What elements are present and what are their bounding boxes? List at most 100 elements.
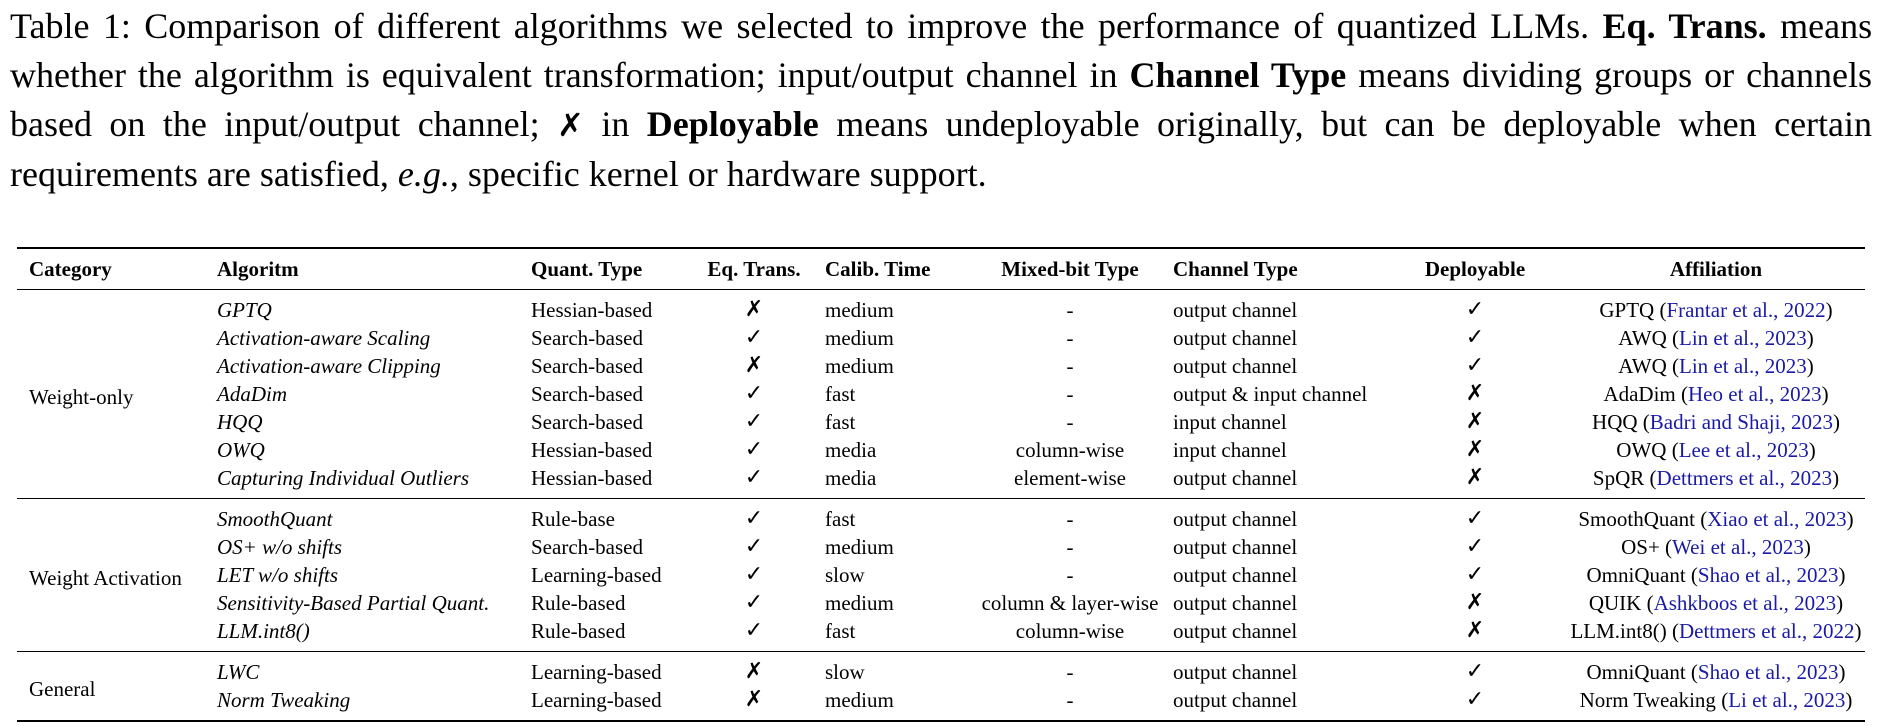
table-row: OWQ Hessian-based ✓ media column-wise input c… xyxy=(17,436,1865,464)
cell-algorithm: Activation-aware Clipping xyxy=(217,354,441,378)
cell-deployable: ✗ xyxy=(1465,590,1485,615)
cell-mixed-bit-type: - xyxy=(1066,326,1074,350)
paren-close: ) xyxy=(1821,382,1829,406)
cell-algorithm: Capturing Individual Outliers xyxy=(217,466,469,490)
affiliation-name: AdaDim xyxy=(1603,382,1676,406)
paren-open: ( xyxy=(1685,563,1698,587)
cell-quant-type: Rule-based xyxy=(531,591,626,615)
cell-category: Weight Activation xyxy=(29,566,182,590)
paren-close: ) xyxy=(1806,354,1814,378)
header-mixed-bit-type: Mixed-bit Type xyxy=(1001,257,1139,281)
cell-algorithm: LLM.int8() xyxy=(217,619,310,643)
cell-quant-type: Rule-based xyxy=(531,619,626,643)
cell-calib-time: media xyxy=(825,438,877,462)
cell-affiliation: OWQ (Lee et al., 2023) xyxy=(1555,436,1865,464)
citation-link[interactable]: Frantar et al., 2022 xyxy=(1666,298,1826,322)
cell-mixed-bit-type: - xyxy=(1066,535,1074,559)
cell-eq-trans: ✗ xyxy=(744,297,764,322)
affiliation-name: HQQ xyxy=(1592,410,1638,434)
cell-calib-time: fast xyxy=(825,382,856,406)
cell-algorithm: GPTQ xyxy=(217,298,272,322)
cell-eq-trans: ✓ xyxy=(744,465,764,490)
cell-algorithm: OWQ xyxy=(217,438,265,462)
citation-link[interactable]: Heo et al., 2023 xyxy=(1688,382,1822,406)
cell-mixed-bit-type: - xyxy=(1066,298,1074,322)
cell-affiliation: GPTQ (Frantar et al., 2022) xyxy=(1555,290,1865,325)
paren-close: ) xyxy=(1838,660,1846,684)
table-row: LET w/o shifts Learning-based ✓ slow - output… xyxy=(17,561,1865,589)
citation-link[interactable]: Lin et al., 2023 xyxy=(1679,326,1807,350)
citation-link[interactable]: Xiao et al., 2023 xyxy=(1707,507,1847,531)
paren-open: ( xyxy=(1637,410,1650,434)
cell-channel-type: output channel xyxy=(1173,619,1298,643)
paren-close: ) xyxy=(1825,298,1833,322)
cell-affiliation: QUIK (Ashkboos et al., 2023) xyxy=(1555,589,1865,617)
citation-link[interactable]: Lee et al., 2023 xyxy=(1678,438,1809,462)
cell-calib-time: medium xyxy=(825,591,894,615)
cell-affiliation: HQQ (Badri and Shaji, 2023) xyxy=(1555,408,1865,436)
caption-text: Comparison of different algorithms we se… xyxy=(144,6,1590,46)
table-row: General LWC Learning-based ✗ slow - output cha… xyxy=(17,652,1865,701)
cell-mixed-bit-type: - xyxy=(1066,410,1074,434)
paren-close: ) xyxy=(1803,535,1811,559)
cell-deployable: ✗ xyxy=(1465,618,1485,643)
citation-link[interactable]: Ashkboos et al., 2023 xyxy=(1653,591,1837,615)
cell-quant-type: Learning-based xyxy=(531,688,662,712)
cell-algorithm: LET w/o shifts xyxy=(217,563,338,587)
caption-term-deployable: Deployable xyxy=(646,104,819,144)
cell-calib-time: medium xyxy=(825,688,894,712)
affiliation-name: AWQ xyxy=(1618,354,1667,378)
paren-open: ( xyxy=(1659,535,1673,559)
cell-channel-type: output channel xyxy=(1173,298,1298,322)
cell-calib-time: slow xyxy=(825,563,865,587)
paren-open: ( xyxy=(1715,688,1729,712)
table-row: Norm Tweaking Learning-based ✗ medium - outpu… xyxy=(17,686,1865,721)
affiliation-name: OS+ xyxy=(1621,535,1660,559)
citation-link[interactable]: Shao et al., 2023 xyxy=(1697,563,1839,587)
cell-calib-time: fast xyxy=(825,410,856,434)
citation-link[interactable]: Li et al., 2023 xyxy=(1728,688,1846,712)
citation-link[interactable]: Badri and Shaji, 2023 xyxy=(1649,410,1833,434)
cell-mixed-bit-type: - xyxy=(1066,507,1074,531)
affiliation-name: SpQR xyxy=(1592,466,1645,490)
cell-deployable: ✓ xyxy=(1465,297,1485,322)
cell-eq-trans: ✗ xyxy=(744,353,764,378)
cell-eq-trans: ✓ xyxy=(744,590,764,615)
citation-link[interactable]: Lin et al., 2023 xyxy=(1679,354,1807,378)
header-quant-type: Quant. Type xyxy=(531,257,643,281)
paren-open: ( xyxy=(1644,466,1657,490)
cell-mixed-bit-type: element-wise xyxy=(1014,466,1126,490)
table-row: Capturing Individual Outliers Hessian-bas… xyxy=(17,464,1865,499)
cell-channel-type: output channel xyxy=(1173,507,1298,531)
cell-mixed-bit-type: column-wise xyxy=(1015,619,1125,643)
citation-link[interactable]: Dettmers et al., 2022 xyxy=(1678,619,1855,643)
cell-deployable: ✓ xyxy=(1465,659,1485,684)
cell-calib-time: medium xyxy=(825,354,894,378)
cell-channel-type: output channel xyxy=(1173,688,1298,712)
citation-link[interactable]: Shao et al., 2023 xyxy=(1697,660,1839,684)
header-deployable: Deployable xyxy=(1424,257,1526,281)
cell-deployable: ✓ xyxy=(1465,506,1485,531)
caption-term-channel-type: Channel Type xyxy=(1129,55,1347,95)
cell-calib-time: fast xyxy=(825,507,856,531)
cell-affiliation: OmniQuant (Shao et al., 2023) xyxy=(1555,561,1865,589)
cell-eq-trans: ✓ xyxy=(744,618,764,643)
affiliation-name: SmoothQuant xyxy=(1578,507,1696,531)
caption-eg: e.g. xyxy=(397,154,450,194)
cell-calib-time: media xyxy=(825,466,877,490)
cell-deployable: ✓ xyxy=(1465,562,1485,587)
caption-text: means dividing groups or channels based … xyxy=(10,55,1873,144)
cell-category: General xyxy=(29,677,96,701)
cell-affiliation: AWQ (Lin et al., 2023) xyxy=(1555,324,1865,352)
paren-close: ) xyxy=(1838,563,1846,587)
header-category: Category xyxy=(29,257,112,281)
table-row: Activation-aware Clipping Search-based ✗ me… xyxy=(17,352,1865,380)
citation-link[interactable]: Wei et al., 2023 xyxy=(1672,535,1804,559)
cell-quant-type: Learning-based xyxy=(531,563,662,587)
paren-open: ( xyxy=(1666,326,1679,350)
paren-close: ) xyxy=(1845,688,1853,712)
citation-link[interactable]: Dettmers et al., 2023 xyxy=(1656,466,1833,490)
paren-close: ) xyxy=(1836,591,1844,615)
cell-deployable: ✓ xyxy=(1465,534,1485,559)
cell-eq-trans: ✓ xyxy=(744,534,764,559)
